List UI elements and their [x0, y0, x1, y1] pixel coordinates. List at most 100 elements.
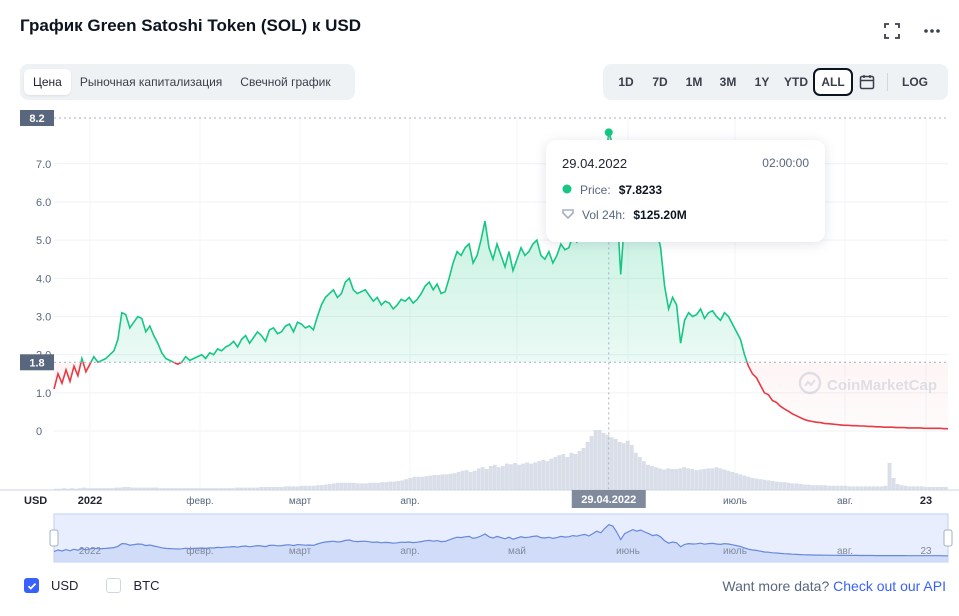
volume-bar [472, 470, 477, 490]
volume-bar [501, 466, 505, 490]
volume-bar [360, 483, 364, 490]
volume-bar [235, 487, 240, 490]
volume-bar [513, 463, 517, 490]
volume-bar [754, 478, 759, 490]
navigator-handle-left[interactable] [49, 529, 59, 547]
price-chart[interactable]: 01.02.03.04.05.06.07.08.21.8USD2022февр.… [0, 0, 959, 570]
log-scale-button[interactable]: LOG [902, 75, 928, 89]
navigator-line [53, 524, 948, 557]
volume-bar [722, 469, 727, 490]
volume-bar [436, 475, 441, 490]
volume-bar [319, 485, 324, 490]
volume-bar [734, 473, 739, 490]
range-3m[interactable]: 3M [719, 75, 737, 89]
volume-bar [726, 470, 731, 490]
volume-bar [162, 488, 167, 490]
volume-bar [396, 481, 401, 490]
volume-bar [384, 482, 389, 490]
volume-bar [154, 487, 159, 490]
range-ytd[interactable]: YTD [784, 75, 808, 89]
volume-bar [194, 488, 199, 490]
volume-bar [682, 467, 687, 490]
volume-bar [90, 488, 95, 490]
volume-bar [553, 457, 558, 490]
volume-bar [525, 462, 529, 490]
range-all[interactable]: ALL [813, 68, 853, 96]
x-tick-label: июль [723, 496, 747, 507]
range-1d[interactable]: 1D [618, 75, 634, 89]
volume-bar [746, 476, 751, 490]
volume-bar [517, 464, 521, 490]
crosshair-dot [604, 128, 613, 137]
volume-bar [658, 468, 662, 490]
volume-bar [464, 470, 469, 490]
volume-bar [150, 487, 155, 490]
y-tick-label: 3.0 [36, 311, 51, 323]
volume-bar [412, 476, 417, 490]
volume-bar [251, 487, 256, 490]
volume-bar [541, 460, 546, 490]
volume-bar [762, 479, 767, 490]
volume-bar [690, 469, 695, 490]
volume-bar [537, 461, 542, 490]
volume-bar [203, 488, 207, 490]
tab-candlestick[interactable]: Свечной график [240, 75, 331, 89]
volume-bar [138, 487, 143, 490]
volume-bar [211, 488, 215, 490]
navigator-area [54, 524, 948, 562]
volume-bar [871, 486, 876, 490]
volume-bar [625, 440, 630, 490]
volume-bar [786, 482, 791, 490]
volume-bar [895, 484, 900, 490]
y-tick-label: 0 [36, 426, 42, 438]
calendar-icon[interactable] [853, 74, 881, 90]
y-tick-label: 6.0 [36, 197, 51, 209]
api-link[interactable]: Check out our API [833, 578, 946, 594]
volume-bar [778, 482, 783, 490]
range-7d[interactable]: 7D [652, 75, 668, 89]
volume-bar [460, 470, 465, 490]
volume-bar [339, 482, 344, 490]
volume-bar [637, 457, 642, 490]
y-tick-label: 1.0 [36, 388, 51, 400]
btc-checkbox[interactable] [106, 578, 122, 593]
volume-bar [899, 485, 904, 490]
range-1y[interactable]: 1Y [754, 75, 770, 89]
volume-bar [448, 473, 453, 490]
fullscreen-icon[interactable] [883, 22, 901, 40]
volume-bar [186, 488, 191, 490]
navigator-handle-right[interactable] [943, 529, 953, 547]
x-tick-label: апр. [400, 496, 419, 507]
volume-bar [742, 475, 747, 490]
x-tick-label: 23 [920, 495, 932, 507]
tooltip-price-value: $7.8233 [618, 183, 663, 197]
volume-icon [562, 208, 574, 222]
tab-price[interactable]: Цена [24, 69, 71, 95]
tooltip-time: 02:00:00 [762, 156, 809, 170]
volume-bar [613, 439, 618, 490]
x-tick-label: февр. [186, 495, 213, 507]
more-icon[interactable] [923, 22, 941, 40]
baseline-badge [20, 354, 54, 371]
volume-bar [662, 469, 666, 490]
volume-bar [529, 463, 534, 490]
volume-bar [545, 461, 550, 490]
volume-bar [255, 487, 260, 490]
navigator-tick-label: авг. [837, 546, 853, 557]
volume-bar [231, 488, 236, 490]
tooltip-volume-label: Vol 24h: [582, 208, 626, 222]
volume-bar [847, 486, 852, 490]
volume-bar [247, 487, 252, 490]
volume-bar [102, 488, 107, 490]
volume-bar [347, 482, 352, 490]
volume-bar [815, 485, 819, 490]
volume-bar [275, 487, 280, 490]
navigator-tick-label: май [508, 546, 526, 557]
volume-bar [577, 451, 582, 490]
tab-market-cap[interactable]: Рыночная капитализация [79, 75, 223, 89]
usd-checkbox[interactable] [24, 578, 39, 593]
volume-bar [142, 487, 147, 490]
volume-bar [372, 482, 376, 490]
volume-bar [303, 485, 308, 490]
range-1m[interactable]: 1M [685, 75, 703, 89]
